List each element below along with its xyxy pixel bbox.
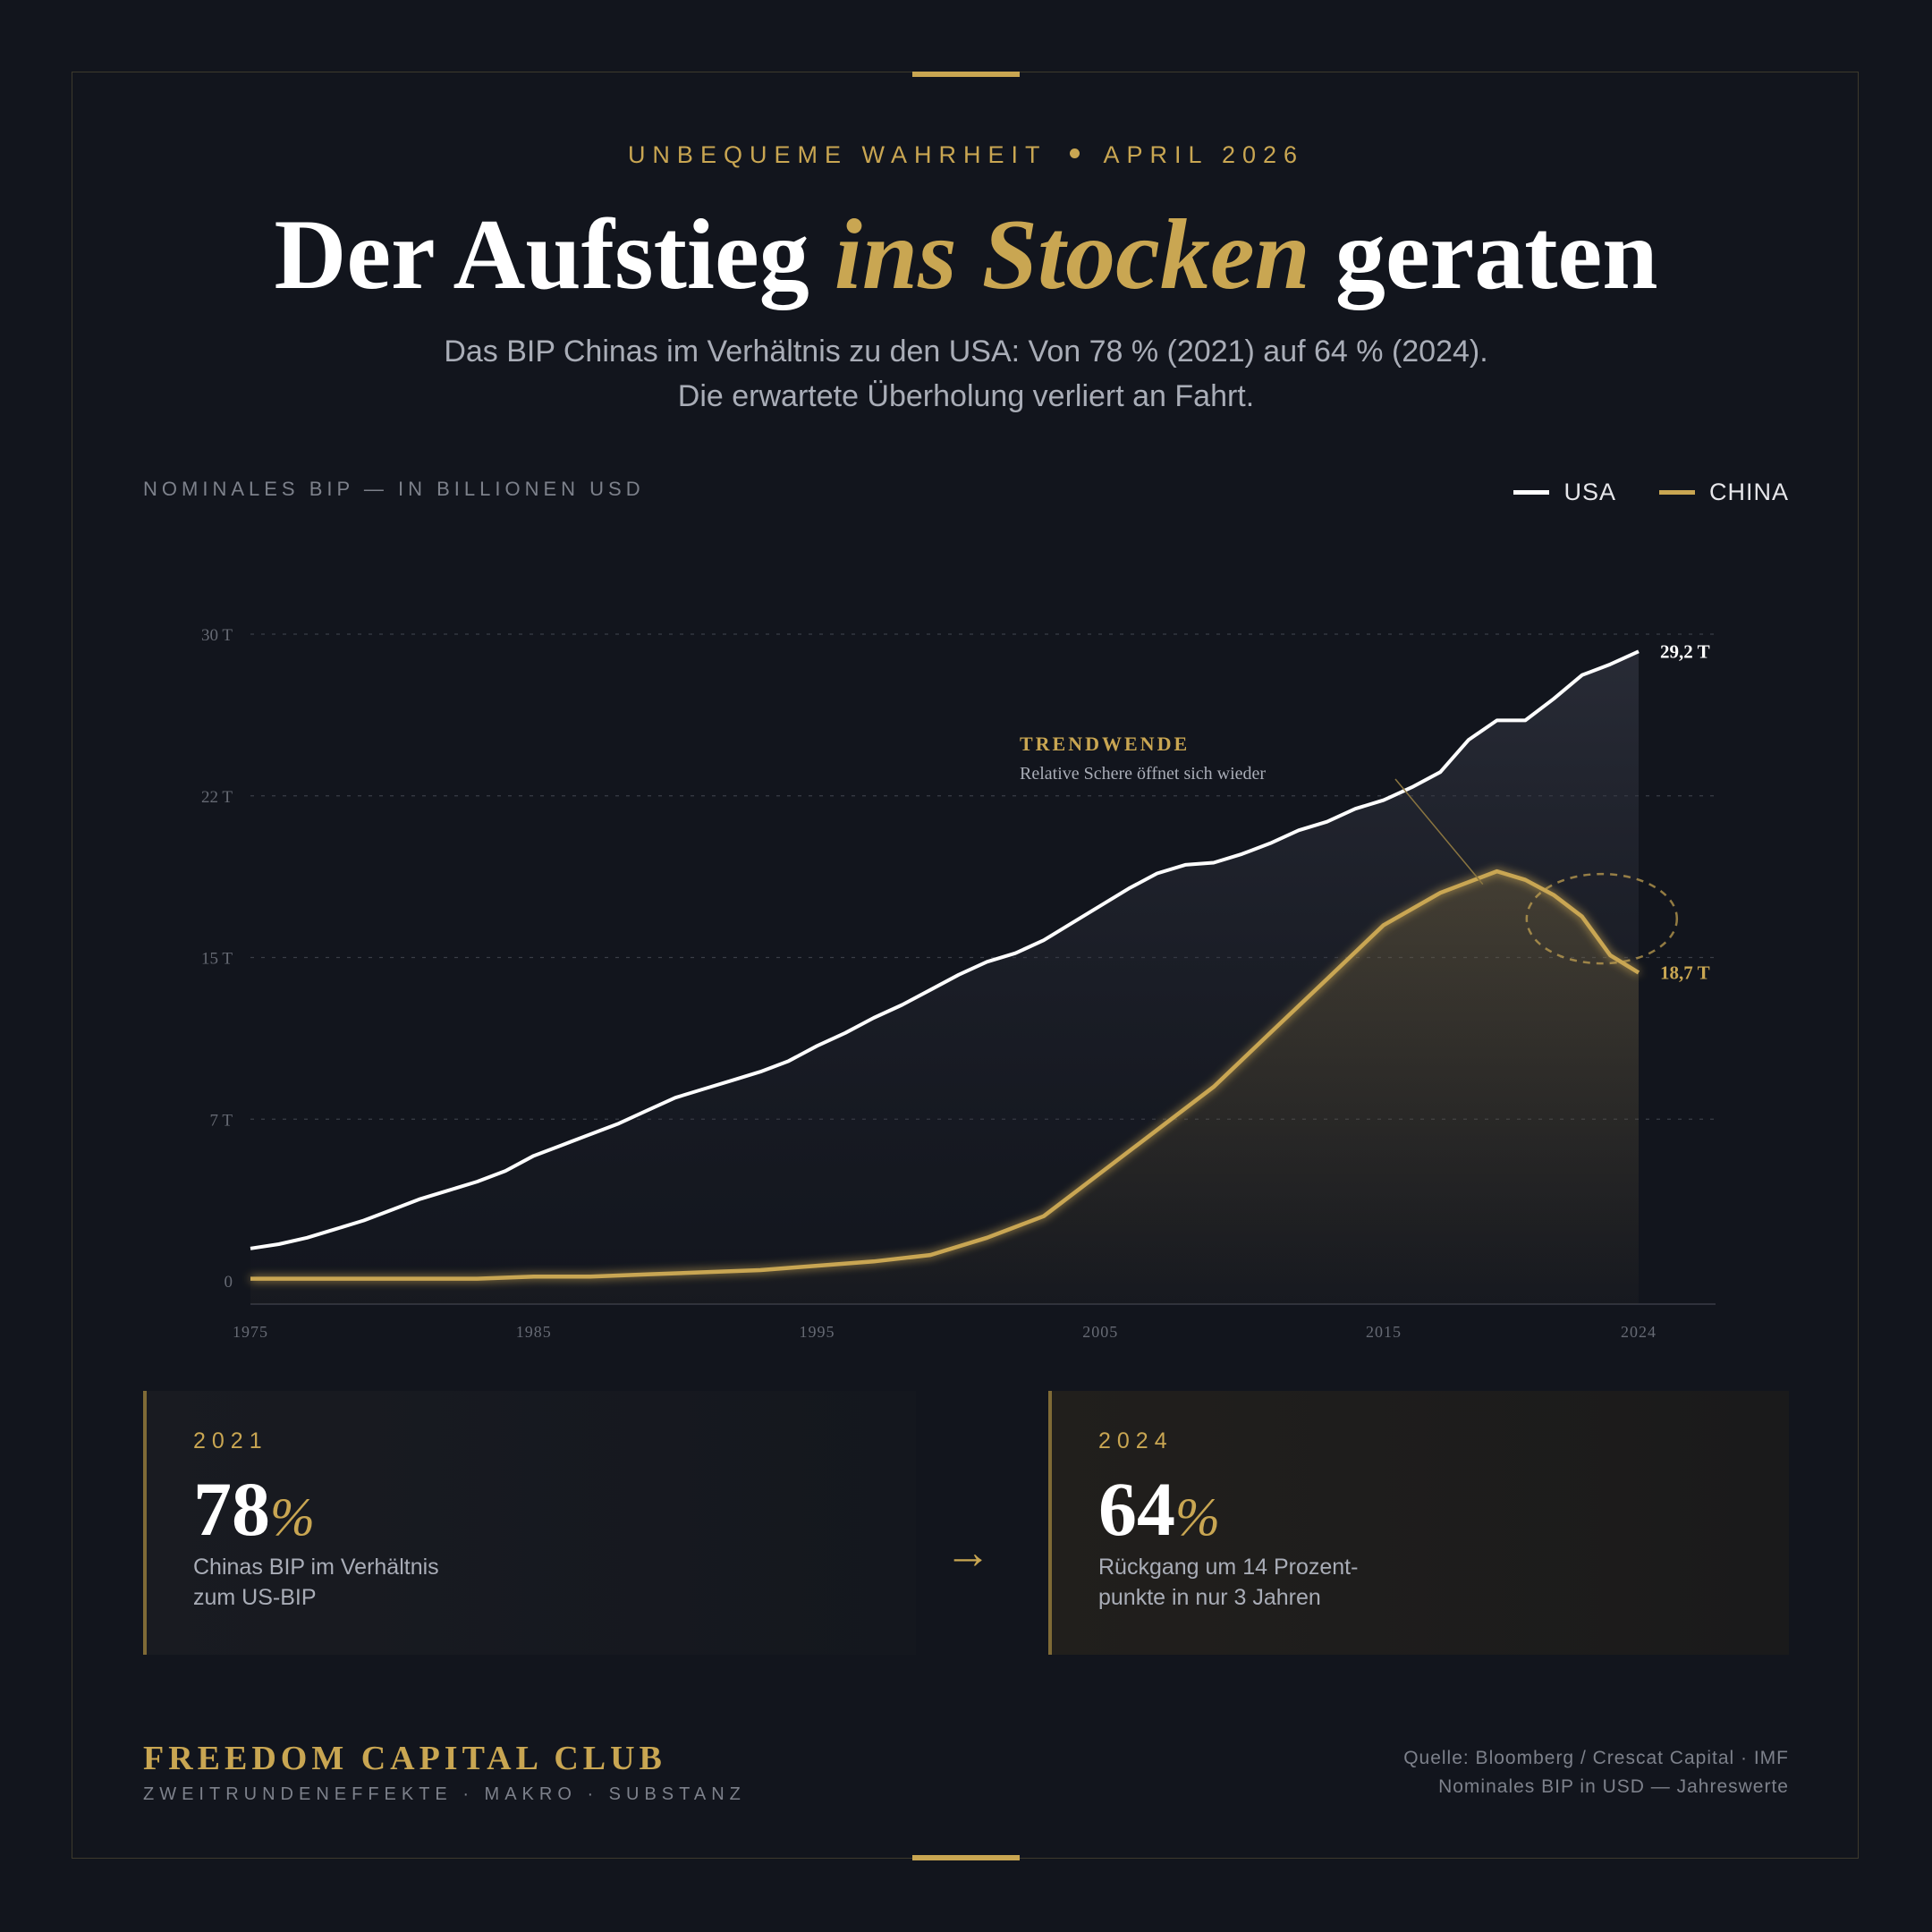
y-tick-label: 7 T <box>209 1111 233 1130</box>
annotation-text: Relative Schere öffnet sich wieder <box>1020 764 1266 784</box>
stat-desc-line-1: Chinas BIP im Verhältnis <box>193 1555 439 1580</box>
stat-desc-line-2: punkte in nur 3 Jahren <box>1098 1585 1321 1610</box>
title-pre: Der Aufstieg <box>274 199 835 310</box>
annotation-leader-line <box>1394 778 1484 886</box>
legend-label-china: CHINA <box>1708 479 1789 505</box>
x-tick-label: 2015 <box>1366 1323 1402 1341</box>
usa-end-label: 29,2 T <box>1660 640 1710 662</box>
kicker-dot <box>1070 148 1080 159</box>
title-post: geraten <box>1309 199 1658 310</box>
legend-label-usa: USA <box>1563 479 1616 505</box>
bottom-accent-bar <box>912 1855 1020 1860</box>
annotation-title: TRENDWENDE <box>1020 733 1190 755</box>
y-tick-label: 30 T <box>201 626 233 645</box>
stat-year: 2024 <box>1098 1428 1174 1453</box>
stat-desc-line-1: Rückgang um 14 Prozent- <box>1098 1555 1359 1580</box>
stat-unit: % <box>1175 1487 1220 1546</box>
x-tick-label: 1985 <box>516 1323 552 1341</box>
brand-name: FREEDOM CAPITAL CLUB <box>143 1740 666 1777</box>
legend-swatch-china <box>1658 490 1695 495</box>
subtitle-line-1: Das BIP Chinas im Verhältnis zu den USA:… <box>444 335 1488 369</box>
top-accent-bar <box>912 72 1020 77</box>
stat-year: 2021 <box>193 1428 268 1453</box>
y-tick-label: 22 T <box>201 788 233 807</box>
source-line-1: Quelle: Bloomberg / Crescat Capital · IM… <box>1403 1748 1789 1768</box>
y-tick-label: 15 T <box>201 950 233 969</box>
source-note: Quelle: Bloomberg / Crescat Capital · IM… <box>1403 1744 1789 1801</box>
stat-value: 78% <box>193 1464 315 1562</box>
page-title: Der Aufstieg ins Stocken geraten <box>0 197 1932 313</box>
stat-unit: % <box>270 1487 315 1546</box>
brand-tagline: ZWEITRUNDENEFFEKTE · MAKRO · SUBSTANZ <box>143 1784 746 1804</box>
stat-card-2021: 2021 78% Chinas BIP im Verhältnis zum US… <box>143 1391 916 1655</box>
kicker: UNBEQUEME WAHRHEIT APRIL 2026 <box>0 141 1932 169</box>
x-tick-labels: 1975 1985 1995 2005 2015 2024 <box>233 1323 1657 1341</box>
title-highlight: ins Stocken <box>834 199 1310 310</box>
kicker-topic: UNBEQUEME WAHRHEIT <box>627 141 1047 168</box>
china-area-fill <box>250 871 1639 1304</box>
kicker-date: APRIL 2026 <box>1103 141 1305 168</box>
legend-swatch-usa <box>1513 490 1550 495</box>
subtitle-line-2: Die erwartete Überholung verliert an Fah… <box>677 379 1255 413</box>
trend-highlight-ellipse <box>1525 872 1679 965</box>
stat-number: 64 <box>1098 1466 1175 1552</box>
y-tick-label: 0 <box>225 1273 233 1292</box>
china-series-line <box>250 869 1640 1281</box>
x-tick-label: 2005 <box>1082 1323 1118 1341</box>
y-tick-labels: 0 7 T 15 T 22 T 30 T <box>201 626 233 1292</box>
x-tick-label: 1975 <box>233 1323 268 1341</box>
stat-number: 78 <box>193 1466 270 1552</box>
legend-item-usa: USA <box>1513 479 1616 506</box>
stat-description: Rückgang um 14 Prozent- punkte in nur 3 … <box>1098 1552 1420 1613</box>
stat-description: Chinas BIP im Verhältnis zum US-BIP <box>193 1552 515 1613</box>
arrow-right-icon: → <box>945 1527 991 1579</box>
subtitle: Das BIP Chinas im Verhältnis zu den USA:… <box>0 329 1932 419</box>
legend-item-china: CHINA <box>1658 479 1789 506</box>
gdp-line-chart: 0 7 T 15 T 22 T 30 T 1975 1985 1995 2005 2015 202… <box>201 626 1716 1341</box>
usa-series-line <box>250 649 1640 1250</box>
x-tick-label: 1995 <box>799 1323 835 1341</box>
chart-legend: USA CHINA <box>1513 479 1789 506</box>
stat-card-2024: 2024 64% Rückgang um 14 Prozent- punkte … <box>1048 1391 1789 1655</box>
chart-caption: NOMINALES BIP — IN BILLIONEN USD <box>143 478 645 500</box>
stat-value: 64% <box>1098 1464 1220 1562</box>
source-line-2: Nominales BIP in USD — Jahreswerte <box>1438 1776 1789 1797</box>
china-end-label: 18,7 T <box>1660 962 1710 983</box>
stat-desc-line-2: zum US-BIP <box>193 1585 317 1610</box>
x-tick-label: 2024 <box>1621 1323 1657 1341</box>
